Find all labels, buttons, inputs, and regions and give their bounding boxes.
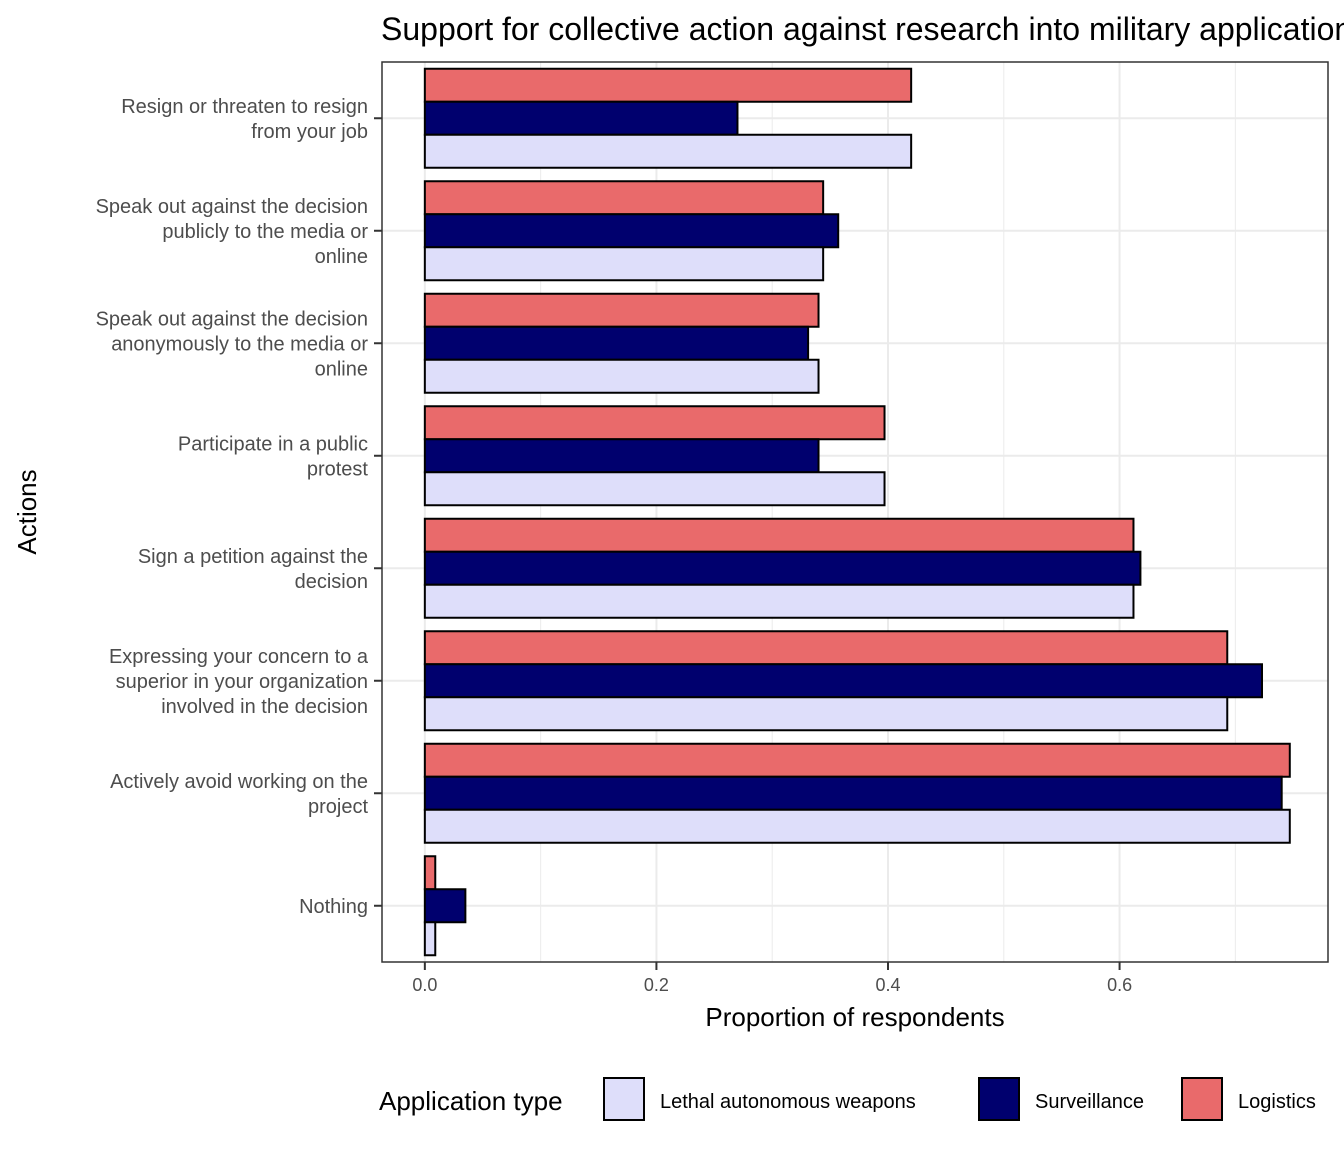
legend-label: Logistics bbox=[1238, 1091, 1316, 1113]
bar-lethal-autonomous-weapons bbox=[423, 471, 886, 507]
bar-logistics bbox=[423, 630, 1229, 666]
category-label: Expressing your concern to a superior in … bbox=[109, 646, 369, 718]
x-tick-label: 0.4 bbox=[875, 975, 900, 995]
bar-lethal-autonomous-weapons bbox=[423, 246, 825, 282]
bar-surveillance bbox=[423, 663, 1263, 699]
bar-surveillance bbox=[423, 888, 467, 924]
bar-lethal-autonomous-weapons bbox=[423, 133, 913, 169]
bar-lethal-autonomous-weapons bbox=[423, 808, 1291, 844]
plot-panel-border bbox=[381, 61, 1329, 963]
legend-key-logistics bbox=[1181, 1077, 1223, 1121]
legend: Application type Lethal autonomous weapo… bbox=[379, 1077, 1316, 1121]
bars bbox=[423, 67, 1291, 957]
bar-lethal-autonomous-weapons bbox=[423, 583, 1135, 619]
bar-surveillance bbox=[423, 325, 810, 361]
bar-logistics bbox=[423, 292, 820, 328]
category-label: Speak out against the decision publicly t… bbox=[96, 196, 369, 268]
bar-logistics bbox=[423, 67, 913, 103]
bar-logistics bbox=[423, 180, 825, 216]
bar-logistics bbox=[423, 405, 886, 441]
bar-logistics bbox=[423, 742, 1291, 778]
bar-lethal-autonomous-weapons bbox=[423, 921, 437, 957]
x-tick-label: 0.0 bbox=[412, 975, 437, 995]
chart-title: Support for collective action against re… bbox=[381, 11, 1344, 47]
bar-lethal-autonomous-weapons bbox=[423, 696, 1229, 732]
bar-surveillance bbox=[423, 213, 840, 249]
bar-surveillance bbox=[423, 100, 739, 136]
category-label: Resign or threaten to resign from your jo… bbox=[121, 96, 368, 143]
category-label: Nothing bbox=[299, 896, 368, 918]
bar-surveillance bbox=[423, 775, 1283, 811]
y-axis-title: Actions bbox=[12, 469, 42, 554]
legend-label: Lethal autonomous weapons bbox=[660, 1091, 916, 1113]
bar-lethal-autonomous-weapons bbox=[423, 358, 820, 394]
x-tick-label: 0.6 bbox=[1107, 975, 1132, 995]
legend-title: Application type bbox=[379, 1086, 563, 1116]
x-axis-title: Proportion of respondents bbox=[705, 1002, 1004, 1032]
category-label: Actively avoid working on the project bbox=[110, 771, 368, 818]
category-label: Sign a petition against the decision bbox=[138, 546, 368, 593]
x-tick-label: 0.2 bbox=[644, 975, 669, 995]
bar-surveillance bbox=[423, 550, 1142, 586]
category-label: Speak out against the decision anonymousl… bbox=[96, 308, 369, 380]
category-label: Participate in a public protest bbox=[178, 433, 369, 480]
bar-surveillance bbox=[423, 438, 820, 474]
bar-logistics bbox=[423, 855, 437, 891]
legend-label: Surveillance bbox=[1035, 1091, 1144, 1113]
x-axis: 0.0 0.2 0.4 0.6 bbox=[412, 962, 1132, 995]
legend-key-lethal-autonomous-weapons bbox=[603, 1077, 645, 1121]
legend-key-surveillance bbox=[978, 1077, 1020, 1121]
bar-logistics bbox=[423, 517, 1135, 553]
y-axis: Resign or threaten to resign from your jo… bbox=[96, 96, 382, 918]
